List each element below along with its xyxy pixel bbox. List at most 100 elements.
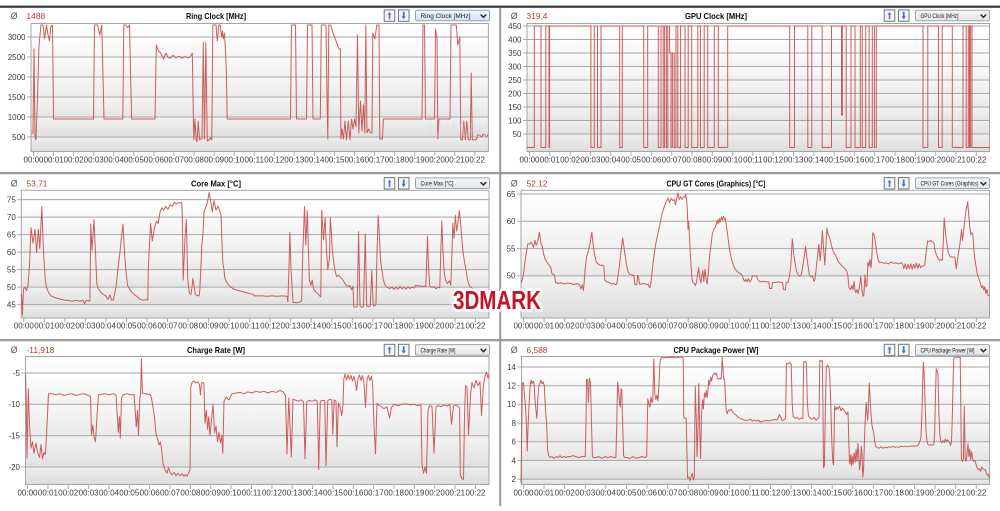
svg-text:3000: 3000 <box>8 33 26 42</box>
svg-text:Ø: Ø <box>511 11 518 21</box>
svg-text:-11,918: -11,918 <box>27 345 55 355</box>
svg-text:CPU Package Power [W]: CPU Package Power [W] <box>674 345 759 355</box>
svg-text:00:04: 00:04 <box>596 322 617 331</box>
svg-text:319,4: 319,4 <box>527 11 548 21</box>
svg-text:00:18: 00:18 <box>385 155 406 164</box>
svg-text:Ring Clock [MHz]: Ring Clock [MHz] <box>186 11 246 21</box>
svg-text:00:12: 00:12 <box>260 322 281 331</box>
svg-text:00:16: 00:16 <box>843 322 864 331</box>
svg-text:00:14: 00:14 <box>804 155 825 164</box>
svg-text:00:08: 00:08 <box>682 155 703 164</box>
svg-text:00:17: 00:17 <box>363 322 384 331</box>
svg-text:00:16: 00:16 <box>844 155 865 164</box>
svg-text:60: 60 <box>507 217 516 226</box>
svg-text:GPU Clock [MHz]: GPU Clock [MHz] <box>921 13 959 20</box>
svg-text:00:10: 00:10 <box>219 322 240 331</box>
svg-text:00:12: 00:12 <box>760 322 781 331</box>
svg-text:00:11: 00:11 <box>244 155 264 164</box>
svg-text:00:11: 00:11 <box>743 155 763 164</box>
svg-text:55: 55 <box>7 265 16 274</box>
svg-text:2000: 2000 <box>8 73 26 82</box>
svg-text:00:12: 00:12 <box>760 488 781 497</box>
svg-text:Ø: Ø <box>11 11 18 21</box>
svg-text:00:09: 00:09 <box>699 488 720 497</box>
svg-text:10: 10 <box>507 400 516 409</box>
svg-text:00:19: 00:19 <box>404 322 425 331</box>
svg-text:-10: -10 <box>8 400 20 409</box>
svg-text:00:07: 00:07 <box>658 322 679 331</box>
svg-text:00:10: 00:10 <box>224 155 245 164</box>
svg-text:00:07: 00:07 <box>164 155 185 164</box>
svg-text:00:14: 00:14 <box>303 488 324 497</box>
svg-text:00:13: 00:13 <box>284 155 305 164</box>
svg-text:00:20: 00:20 <box>425 155 446 164</box>
svg-text:00:12: 00:12 <box>262 488 283 497</box>
svg-text:00:22: 00:22 <box>966 155 987 164</box>
svg-text:00:20: 00:20 <box>424 322 445 331</box>
svg-text:00:02: 00:02 <box>555 322 576 331</box>
svg-text:00:01: 00:01 <box>44 155 65 164</box>
svg-text:00:01: 00:01 <box>534 322 555 331</box>
svg-text:00:17: 00:17 <box>863 322 884 331</box>
svg-text:00:03: 00:03 <box>79 488 100 497</box>
svg-text:Ø: Ø <box>11 179 18 189</box>
svg-text:-15: -15 <box>8 432 20 441</box>
svg-text:00:18: 00:18 <box>384 488 405 497</box>
svg-text:53,71: 53,71 <box>27 179 48 189</box>
svg-text:00:19: 00:19 <box>405 155 426 164</box>
svg-text:00:06: 00:06 <box>637 322 658 331</box>
svg-text:00:03: 00:03 <box>580 155 601 164</box>
svg-text:00:09: 00:09 <box>702 155 723 164</box>
svg-text:50: 50 <box>7 283 16 292</box>
svg-text:00:02: 00:02 <box>64 155 85 164</box>
svg-text:00:09: 00:09 <box>699 322 720 331</box>
svg-text:00:18: 00:18 <box>884 488 905 497</box>
svg-text:00:06: 00:06 <box>144 155 165 164</box>
svg-text:00:14: 00:14 <box>301 322 322 331</box>
svg-text:GPU Clock [MHz]: GPU Clock [MHz] <box>685 11 747 21</box>
svg-text:00:22: 00:22 <box>465 488 486 497</box>
svg-text:00:11: 00:11 <box>740 322 760 331</box>
svg-text:00:13: 00:13 <box>783 155 804 164</box>
svg-text:00:12: 00:12 <box>763 155 784 164</box>
svg-text:00:05: 00:05 <box>124 155 145 164</box>
svg-text:00:21: 00:21 <box>445 155 466 164</box>
svg-text:6,588: 6,588 <box>527 345 548 355</box>
svg-text:00:00: 00:00 <box>519 155 540 164</box>
svg-text:00:02: 00:02 <box>555 488 576 497</box>
svg-text:00:18: 00:18 <box>383 322 404 331</box>
svg-text:70: 70 <box>7 213 16 222</box>
svg-text:00:13: 00:13 <box>282 488 303 497</box>
svg-text:00:09: 00:09 <box>204 155 225 164</box>
svg-text:00:15: 00:15 <box>323 488 344 497</box>
svg-text:00:04: 00:04 <box>596 488 617 497</box>
svg-text:00:06: 00:06 <box>140 488 161 497</box>
svg-text:52,12: 52,12 <box>527 179 548 189</box>
svg-text:00:03: 00:03 <box>575 322 596 331</box>
svg-text:3DMARK: 3DMARK <box>426 121 488 142</box>
svg-text:00:15: 00:15 <box>822 322 843 331</box>
svg-text:00:11: 00:11 <box>740 488 760 497</box>
svg-text:00:15: 00:15 <box>824 155 845 164</box>
svg-text:100: 100 <box>508 116 522 125</box>
svg-text:00:12: 00:12 <box>264 155 285 164</box>
svg-text:00:03: 00:03 <box>575 488 596 497</box>
svg-text:00:13: 00:13 <box>281 322 302 331</box>
svg-text:00:16: 00:16 <box>344 155 365 164</box>
svg-text:00:19: 00:19 <box>404 488 425 497</box>
svg-text:6: 6 <box>512 438 517 447</box>
svg-text:300: 300 <box>508 62 522 71</box>
svg-text:00:16: 00:16 <box>343 488 364 497</box>
svg-text:00:14: 00:14 <box>802 488 823 497</box>
svg-text:00:06: 00:06 <box>137 322 158 331</box>
svg-text:00:16: 00:16 <box>342 322 363 331</box>
svg-text:00:20: 00:20 <box>925 488 946 497</box>
svg-text:Charge Rate [W]: Charge Rate [W] <box>421 347 456 354</box>
svg-text:00:19: 00:19 <box>905 488 926 497</box>
svg-text:00:04: 00:04 <box>99 488 120 497</box>
svg-text:150: 150 <box>508 103 522 112</box>
svg-text:Core Max [°C]: Core Max [°C] <box>421 181 454 188</box>
svg-text:1000: 1000 <box>8 113 26 122</box>
svg-text:00:17: 00:17 <box>865 155 886 164</box>
svg-text:00:10: 00:10 <box>719 322 740 331</box>
